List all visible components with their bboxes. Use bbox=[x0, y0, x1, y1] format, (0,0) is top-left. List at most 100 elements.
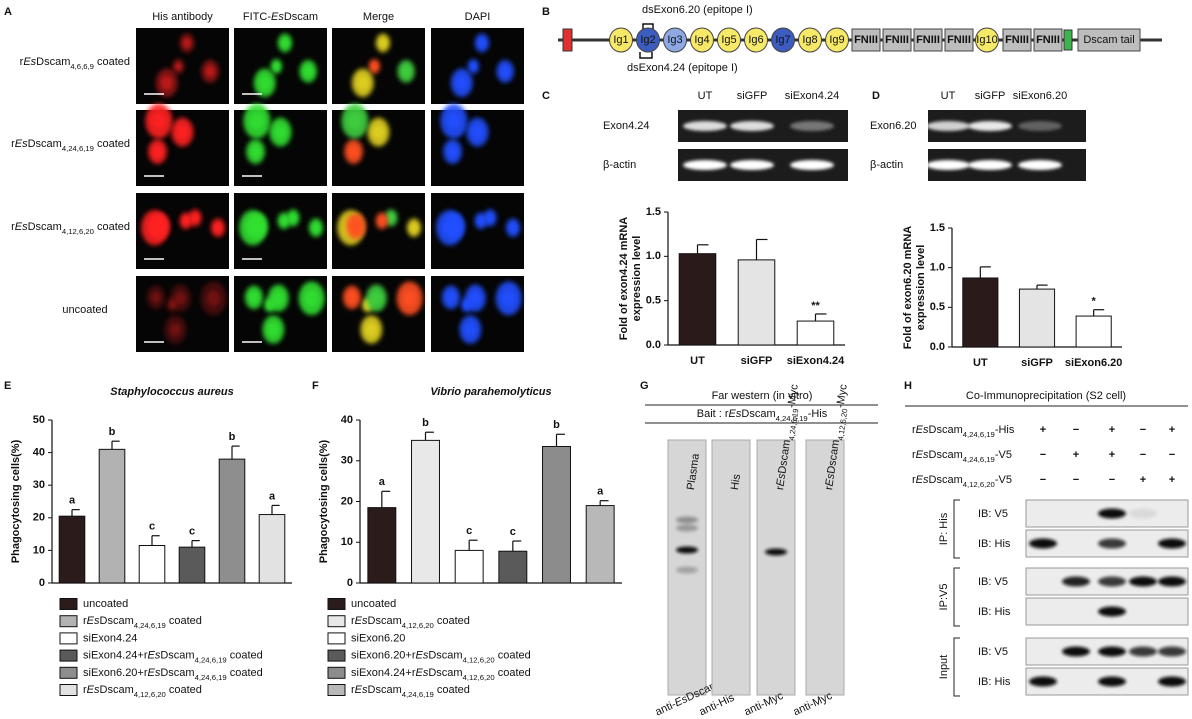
lane-label: siGFP bbox=[737, 90, 768, 102]
text-part: 4,12,6,20 bbox=[62, 227, 94, 236]
text-part: 4,24,6,19 bbox=[134, 621, 166, 630]
significance-letter: a bbox=[379, 476, 386, 488]
cell-core bbox=[379, 38, 387, 48]
text-part: -Myc bbox=[785, 383, 800, 409]
sign: − bbox=[1073, 474, 1079, 486]
cells bbox=[351, 33, 415, 98]
cell-core bbox=[274, 125, 286, 139]
y-tick-label: 1.0 bbox=[930, 262, 945, 274]
cell-core bbox=[259, 76, 271, 90]
text-part: 4,24,6,19 bbox=[787, 408, 800, 441]
sign: − bbox=[1040, 474, 1046, 486]
y-tick-label: 30 bbox=[341, 455, 353, 467]
blot-band bbox=[1098, 508, 1126, 519]
cell-core bbox=[151, 292, 161, 303]
sign: + bbox=[1169, 424, 1175, 436]
blot-band bbox=[676, 546, 698, 554]
significance-letter: c bbox=[466, 525, 472, 537]
bar bbox=[962, 277, 999, 348]
ib-label: IB: V5 bbox=[978, 646, 1008, 658]
cell-core bbox=[280, 216, 288, 225]
legend-label: rEsDscam4,24,6,19 coated bbox=[83, 615, 202, 630]
text-part: coated bbox=[434, 684, 470, 696]
annotation: * bbox=[1092, 296, 1097, 308]
text-part: 4,24,6,19 bbox=[402, 690, 434, 699]
x-tick-label: siGFP bbox=[741, 355, 773, 367]
ig-domain bbox=[636, 27, 660, 53]
y-tick-label: 50 bbox=[33, 414, 45, 426]
blot-band bbox=[1029, 538, 1057, 549]
text-part: r bbox=[11, 221, 15, 233]
blot-band bbox=[1098, 576, 1126, 587]
sign: − bbox=[1169, 449, 1175, 461]
gel-band bbox=[790, 160, 834, 170]
cells bbox=[337, 209, 422, 246]
bar bbox=[585, 505, 615, 584]
legend-label: rEsDscam4,12,6,20 coated bbox=[83, 684, 202, 699]
legend-swatch bbox=[59, 684, 78, 696]
row-label: rEsDscam4,6,6,9 coated bbox=[20, 56, 130, 71]
panel-letter: H bbox=[904, 380, 912, 392]
cell-core bbox=[365, 323, 377, 337]
lane-label: UT bbox=[698, 90, 713, 102]
ig-domain bbox=[975, 27, 999, 53]
cell-core bbox=[500, 66, 510, 77]
construct-label: rEsDscam4,24,6,19-His bbox=[912, 424, 1015, 439]
legend-label: siExon6.20+rEsDscam4,12,6,20 coated bbox=[351, 650, 531, 665]
sign: − bbox=[1040, 449, 1046, 461]
text-part: coated bbox=[166, 615, 202, 627]
bar bbox=[454, 549, 484, 584]
lane-label: UT bbox=[941, 90, 956, 102]
text-part: Es bbox=[355, 684, 368, 696]
significance-letter: a bbox=[69, 495, 76, 507]
gene-label: Exon4.24 bbox=[603, 120, 649, 132]
significance-letter: a bbox=[597, 486, 604, 498]
text-part: Dscam bbox=[160, 667, 194, 679]
cell-core bbox=[486, 213, 494, 222]
annotation: ** bbox=[811, 300, 820, 312]
legend-label: siExon4.24 bbox=[83, 632, 137, 644]
tail bbox=[1077, 28, 1141, 52]
bar bbox=[367, 507, 397, 584]
domain-label: FNIII bbox=[885, 34, 909, 46]
text-part: Dscam bbox=[428, 650, 462, 662]
text-part: Bait : r bbox=[697, 408, 729, 420]
text-part: Dscam bbox=[28, 138, 62, 150]
cells bbox=[239, 209, 324, 246]
text-part: -His bbox=[808, 408, 828, 420]
text-part: 4,24,6,19 bbox=[195, 672, 227, 681]
legend-swatch bbox=[327, 615, 346, 628]
cell-core bbox=[446, 292, 456, 303]
panel-letter: G bbox=[640, 380, 649, 392]
cell-core bbox=[357, 76, 369, 90]
y-tick-label: 10 bbox=[341, 536, 353, 548]
text-part: Es bbox=[87, 615, 100, 627]
y-tick-label: 0.5 bbox=[646, 295, 661, 307]
y-tick-label: 0.0 bbox=[930, 341, 945, 353]
ig-domain bbox=[744, 27, 768, 53]
text-part: Dscam bbox=[929, 449, 963, 461]
text-part: Es bbox=[916, 449, 929, 461]
ib-label: IB: V5 bbox=[978, 576, 1008, 588]
blot-band bbox=[1129, 646, 1157, 657]
y-axis-label: Fold of exon6.20 mRNA bbox=[902, 226, 914, 350]
cell-core bbox=[191, 213, 199, 222]
blot-band bbox=[765, 548, 787, 556]
significance-letter: b bbox=[109, 426, 116, 438]
fn-domain bbox=[882, 28, 912, 52]
sign: + bbox=[1109, 449, 1115, 461]
ig-domain bbox=[663, 27, 687, 53]
sign: + bbox=[1073, 449, 1079, 461]
bracket bbox=[953, 637, 960, 697]
y-tick-label: 40 bbox=[33, 447, 45, 459]
significance-letter: b bbox=[553, 419, 560, 431]
cell-core bbox=[378, 216, 386, 225]
bait-label: Bait : rEsDscam4,24,6,19-His bbox=[697, 408, 828, 423]
sign: − bbox=[1140, 424, 1146, 436]
text-part: Dscam bbox=[36, 56, 70, 68]
text-part: coated bbox=[495, 667, 531, 679]
bar bbox=[1018, 288, 1056, 348]
panel-letter: B bbox=[542, 6, 550, 18]
text-part: coated bbox=[495, 650, 531, 662]
cell-core bbox=[152, 112, 166, 130]
